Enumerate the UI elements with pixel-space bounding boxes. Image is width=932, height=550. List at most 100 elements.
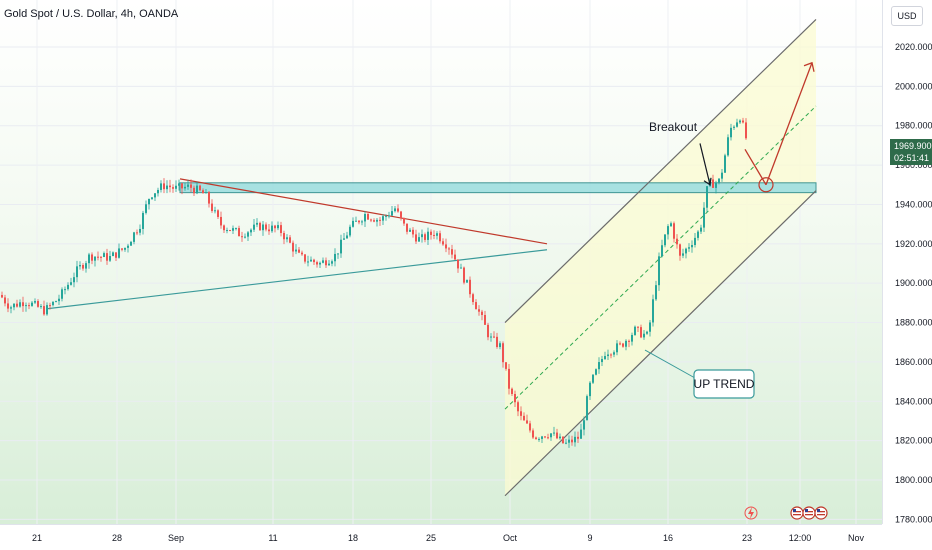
y-tick-label: 1840.000 (895, 396, 932, 406)
candle-body (541, 436, 543, 439)
candle-body (676, 238, 678, 245)
candle-body (7, 303, 9, 309)
breakout-arrow-line (699, 143, 711, 185)
candle-body (25, 305, 27, 307)
x-tick-label: Nov (848, 533, 865, 543)
candle-body (625, 340, 627, 347)
flag-us-icon-3[interactable] (814, 506, 828, 520)
candle-body (355, 220, 357, 222)
candle-body (172, 187, 174, 189)
candle-body (112, 252, 114, 257)
x-tick-label: 16 (663, 533, 673, 543)
candle-body (415, 234, 417, 242)
candle-body (175, 185, 177, 189)
triangle-resistance-line (179, 178, 548, 245)
uptrend-box (693, 369, 755, 399)
candle-body (604, 356, 606, 360)
candle-body (292, 242, 294, 252)
candle-body (229, 230, 231, 232)
retest-circle (758, 177, 774, 193)
candle-body (73, 277, 75, 283)
x-tick-label: 23 (742, 533, 752, 543)
candle-body (619, 343, 621, 345)
candle-body (718, 178, 720, 183)
candle-body (628, 340, 630, 342)
candle-body (556, 432, 558, 439)
candle-body (700, 227, 702, 232)
candle-body (328, 263, 330, 266)
candle-body (583, 420, 585, 430)
candle-body (154, 193, 156, 198)
candle-body (211, 203, 213, 212)
flag-us-icon-2[interactable] (802, 506, 816, 520)
candle-body (244, 236, 246, 238)
y-tick-label: 1900.000 (895, 278, 932, 288)
candle-body (208, 192, 210, 204)
candle-body (367, 213, 369, 220)
candle-body (601, 359, 603, 363)
candle-body (94, 256, 96, 261)
candle-body (217, 210, 219, 217)
candle-body (241, 236, 243, 238)
candle-body (286, 237, 288, 240)
x-tick-label: Oct (503, 533, 518, 543)
candle-body (670, 223, 672, 227)
candle-body (400, 211, 402, 218)
candle-body (442, 241, 444, 245)
candle-body (181, 183, 183, 189)
candle-body (196, 185, 198, 194)
candle-body (313, 259, 315, 263)
candle-body (79, 265, 81, 267)
last-price-tag: 1969.900 02:51:41 (890, 139, 932, 165)
candle-body (520, 411, 522, 416)
candle-body (592, 374, 594, 383)
candle-body (28, 305, 30, 307)
candle-body (157, 189, 159, 194)
currency-selector[interactable]: USD (891, 6, 923, 26)
breakout-label: Breakout (649, 120, 698, 134)
candle-body (595, 369, 597, 375)
candle-body (727, 137, 729, 156)
y-tick-label: 1940.000 (895, 199, 932, 209)
candle-body (490, 336, 492, 338)
candle-body (610, 354, 612, 356)
candle-body (271, 225, 273, 232)
candle-body (187, 184, 189, 187)
candle-body (487, 324, 489, 338)
candle-body (22, 302, 24, 307)
candle-body (352, 220, 354, 227)
candle-body (733, 126, 735, 128)
candle-body (523, 415, 525, 421)
y-tick-label: 1800.000 (895, 475, 932, 485)
y-tick-label: 1880.000 (895, 318, 932, 328)
candle-body (745, 122, 747, 139)
candle-body (34, 301, 36, 303)
candle-body (574, 436, 576, 443)
candle-body (331, 261, 333, 264)
lightning-icon[interactable] (744, 504, 758, 522)
candle-body (484, 314, 486, 325)
candle-body (613, 352, 615, 355)
candle-body (496, 336, 498, 347)
candle-body (418, 237, 420, 242)
candle-body (193, 187, 195, 194)
candle-body (46, 305, 48, 315)
candle-body (478, 309, 480, 312)
candle-body (37, 301, 39, 307)
candle-body (19, 302, 21, 307)
candle-body (568, 439, 570, 443)
candle-body (232, 228, 234, 231)
price-axis-border (882, 0, 883, 524)
y-tick-label: 1920.000 (895, 239, 932, 249)
candle-body (97, 256, 99, 258)
candle-body (715, 182, 717, 188)
candle-body (148, 198, 150, 205)
candle-body (43, 306, 45, 315)
candle-body (268, 229, 270, 232)
channel-mid-line (504, 105, 817, 410)
candle-body (679, 244, 681, 256)
candle-body (265, 224, 267, 230)
candle-body (544, 436, 546, 438)
candle-body (481, 311, 483, 315)
